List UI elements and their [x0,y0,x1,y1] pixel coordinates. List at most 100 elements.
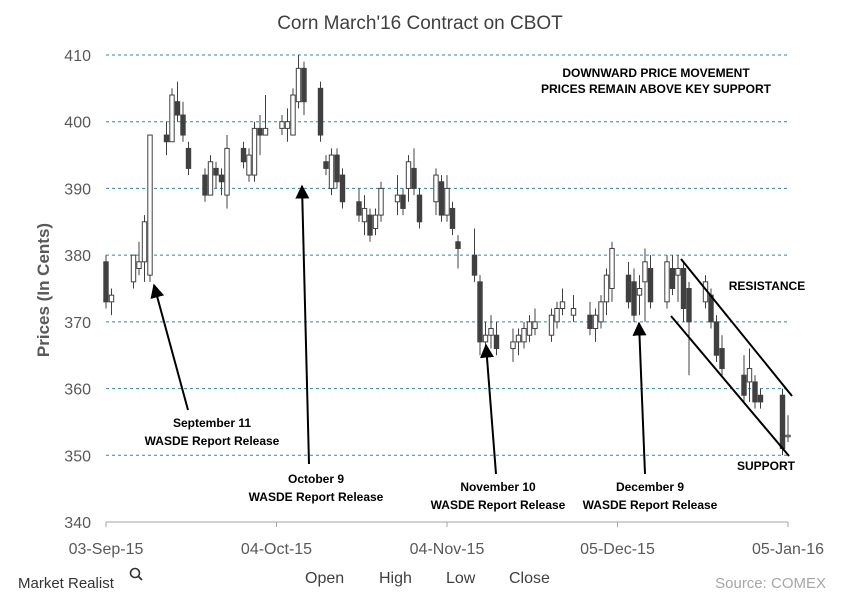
candle [636,275,643,316]
candle-body [746,368,753,383]
candle [372,208,379,236]
candle-body [515,334,522,343]
candle-body [592,314,599,330]
candle-body [482,334,489,343]
candle [367,208,373,242]
candle-body [570,308,577,316]
y-tick-label: 360 [64,382,91,399]
candle [262,95,269,136]
candle [785,415,791,442]
candle-body [488,328,494,336]
candle [394,175,401,216]
candle [218,168,225,196]
candle-body [400,194,406,209]
candle-body [372,214,379,229]
candle [598,295,604,329]
candle [510,328,516,362]
candle [174,81,181,122]
candle [405,155,412,202]
y-tick-label: 400 [64,115,91,132]
candle-body [301,67,307,103]
candle [548,308,555,342]
event-4-arrow [632,321,647,475]
candle-body [411,167,417,189]
candle [554,301,560,329]
x-tick-label: 04-Oct-15 [241,541,312,558]
candle [169,88,175,143]
candle-body [185,147,192,169]
candle [411,148,417,196]
candle-body [631,281,637,316]
candle-body [548,314,555,336]
candle [284,108,291,142]
candle-body [317,87,324,136]
candle [686,281,692,376]
candle-body [257,127,263,136]
y-axis-label: Prices (In Cents) [34,223,53,357]
candle [609,241,615,302]
candle-body [449,207,456,229]
brand-name: Market Realist [18,575,115,592]
x-tick-label: 03-Sep-15 [69,541,144,558]
candle-body [136,261,142,269]
candle [246,148,252,182]
candle-body [251,127,258,176]
candle [147,134,153,282]
resistance-line [680,258,793,397]
headline-line-1: DOWNWARD PRICE MOVEMENT [562,66,750,80]
event-1-date: September 11 [173,416,251,430]
event-3-date: November 10 [460,480,536,494]
event-4-date: December 9 [616,480,684,494]
candle [631,268,637,322]
candle [477,275,483,356]
candle [251,121,258,182]
candle-body [262,127,269,136]
candle-body [713,321,720,356]
candle [257,115,263,156]
candle [471,228,478,282]
candle [317,81,324,142]
candle [400,188,406,216]
candle-body [741,374,747,396]
candle-body [378,187,384,216]
candle-body [416,194,423,223]
chart-title: Corn March'16 Contract on CBOT [277,13,563,34]
candle [647,255,654,309]
support-line [670,315,790,457]
candle [559,288,566,316]
candle-body [169,94,175,143]
candle [570,295,577,322]
x-axis: 03-Sep-15 04-Oct-15 04-Nov-15 05-Dec-15 05-J… [69,521,824,558]
candle-body [218,174,225,183]
candle-body [103,261,109,303]
candle-body [147,134,153,276]
candle-body [130,254,137,283]
candle-body [246,154,252,176]
candle [279,115,285,136]
candle [180,101,186,142]
event-2-date: October 9 [288,472,344,486]
y-tick-label: 340 [64,515,91,532]
event-1-arrow [150,283,189,411]
candle [163,121,170,156]
candle-body [598,301,604,323]
candle-body [279,121,285,129]
candle-body [669,267,676,290]
candle [746,348,753,402]
y-tick-label: 350 [64,448,91,465]
legend-low: Low [446,570,476,587]
candle-body [587,314,593,330]
source-note: Source: COMEX [715,575,826,592]
candle [625,261,632,309]
event-3-arrow [479,343,497,475]
candle-body [108,294,115,303]
candle [323,155,329,176]
candle [301,61,307,116]
candle [532,308,538,336]
candle-body [361,207,368,223]
candle-body [680,267,687,310]
candle [521,321,527,349]
resistance-label: RESISTANCE [729,279,805,293]
candle [526,315,533,342]
candle-body [675,267,681,276]
